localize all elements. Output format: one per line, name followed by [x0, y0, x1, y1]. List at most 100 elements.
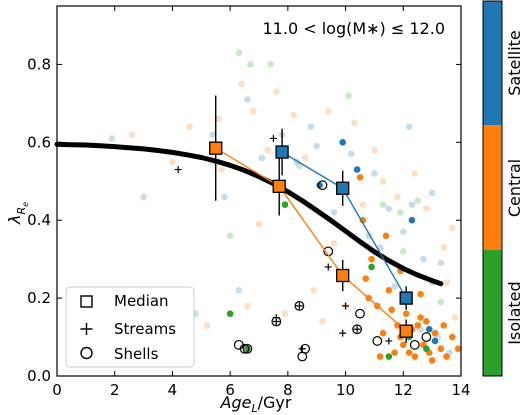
data-point-central: [368, 255, 375, 263]
legend: Median Streams Shells: [65, 286, 195, 368]
x-axis-label: AgeL/Gyr: [220, 393, 292, 415]
data-point-central-faded: [128, 131, 136, 138]
data-point-satellite-faded: [420, 255, 427, 263]
data-point-isolated: [385, 353, 393, 360]
shells-marker-icon: [80, 346, 93, 360]
data-point-isolated-faded: [379, 201, 387, 208]
data-point-isolated-faded: [235, 49, 243, 57]
data-point-central: [437, 345, 445, 353]
data-point-central: [394, 322, 401, 329]
median-marker-central: [272, 179, 286, 193]
data-point-central-faded: [310, 287, 318, 294]
data-point-central: [417, 314, 424, 321]
data-point-satellite-faded: [258, 154, 266, 162]
data-point-isolated-faded: [226, 232, 234, 240]
data-point-isolated-faded: [399, 248, 407, 255]
data-point-central-faded: [394, 193, 401, 201]
data-point-satellite: [425, 325, 433, 333]
data-point-central-faded: [290, 111, 297, 119]
data-point-isolated-faded: [267, 61, 274, 68]
streams-marker-icon: [80, 323, 93, 335]
y-tick-label: 0.2: [27, 289, 51, 307]
data-point-central-faded: [186, 123, 194, 131]
data-point-central-faded: [411, 170, 419, 177]
colorbar-label-central: Central: [505, 159, 520, 217]
data-point-central-faded: [449, 224, 456, 232]
data-point-isolated-faded: [345, 92, 352, 99]
data-point-satellite-faded: [330, 209, 338, 216]
x-axis: 0 2 4 6 8 10 12 14: [52, 6, 471, 399]
data-point-satellite-faded: [371, 170, 378, 177]
y-tick-label: 0.4: [27, 211, 51, 229]
stream-marker: [269, 134, 277, 142]
y-axis: 0.0 0.2 0.4 0.6 0.8: [27, 55, 461, 385]
y-tick-label: 0.8: [27, 55, 51, 73]
median-marker-satellite: [336, 181, 350, 195]
shell-marker: [355, 308, 365, 319]
colorbar-frame: [482, 0, 503, 377]
data-point-central-faded: [218, 166, 225, 173]
mass-range-annotation: 11.0 < log(M∗) ≤ 12.0: [263, 19, 446, 38]
data-point-central: [399, 341, 407, 349]
data-point-central-faded: [273, 88, 280, 95]
data-point-central-faded: [330, 240, 338, 247]
data-point-satellite: [431, 337, 439, 345]
data-point-central-faded: [203, 322, 211, 329]
data-point-satellite: [408, 216, 416, 224]
data-point-central-faded: [324, 107, 332, 115]
median-marker-satellite: [275, 145, 289, 159]
data-point-satellite-faded: [405, 123, 413, 131]
data-point-satellite-faded: [365, 232, 372, 240]
data-point-central: [385, 287, 393, 294]
data-point-central: [431, 329, 439, 337]
legend-label-median: Median: [114, 292, 169, 310]
stream-marker: [174, 166, 182, 174]
data-point-central: [443, 353, 450, 360]
data-point-central-faded: [169, 158, 176, 166]
data-point-satellite-faded: [348, 150, 355, 158]
data-point-central-faded: [255, 220, 263, 228]
median-marker-central: [399, 324, 413, 338]
data-point-satellite-faded: [140, 193, 147, 201]
data-point-central: [376, 353, 384, 360]
data-point-central-faded: [423, 205, 430, 212]
shell-marker: [242, 343, 253, 354]
median-marker-satellite: [399, 291, 413, 305]
data-point-central-faded: [443, 279, 450, 286]
data-point-satellite: [353, 166, 361, 173]
data-point-satellite-faded: [399, 228, 407, 236]
shell-marker: [409, 339, 420, 350]
data-point-central: [391, 349, 398, 356]
data-point-isolated-faded: [397, 209, 404, 216]
data-point-isolated: [281, 201, 289, 208]
data-point-central: [428, 357, 436, 364]
data-point-central: [388, 306, 396, 314]
data-point-satellite-faded: [307, 123, 315, 131]
stream-marker: [298, 345, 306, 353]
data-point-isolated: [244, 345, 251, 353]
data-point-isolated: [368, 263, 375, 271]
stream-marker: [324, 263, 332, 271]
x-tick-label: 6: [225, 381, 235, 399]
data-point-central: [359, 216, 367, 224]
data-point-central-faded: [238, 80, 245, 88]
data-point-central: [402, 310, 410, 317]
data-point-satellite: [316, 181, 323, 189]
stream-marker: [339, 329, 347, 337]
data-point-isolated-faded: [414, 197, 422, 205]
data-point-central: [379, 329, 387, 337]
data-point-satellite: [339, 139, 346, 146]
stream-marker: [295, 302, 303, 310]
data-point-central-faded: [215, 115, 222, 123]
data-point-central-faded: [319, 318, 326, 325]
y-axis-label: λRe: [5, 202, 30, 225]
data-point-central: [411, 353, 419, 360]
y-tick-label: 0.6: [27, 133, 51, 151]
data-point-central: [440, 322, 447, 329]
data-point-satellite-faded: [221, 193, 228, 201]
data-point-central: [423, 318, 430, 325]
plot-area: [54, 49, 462, 364]
stream-marker: [272, 317, 280, 325]
colorbar: Satellite Central Isolated: [482, 0, 520, 377]
colorbar-segment-isolated: [483, 250, 502, 376]
